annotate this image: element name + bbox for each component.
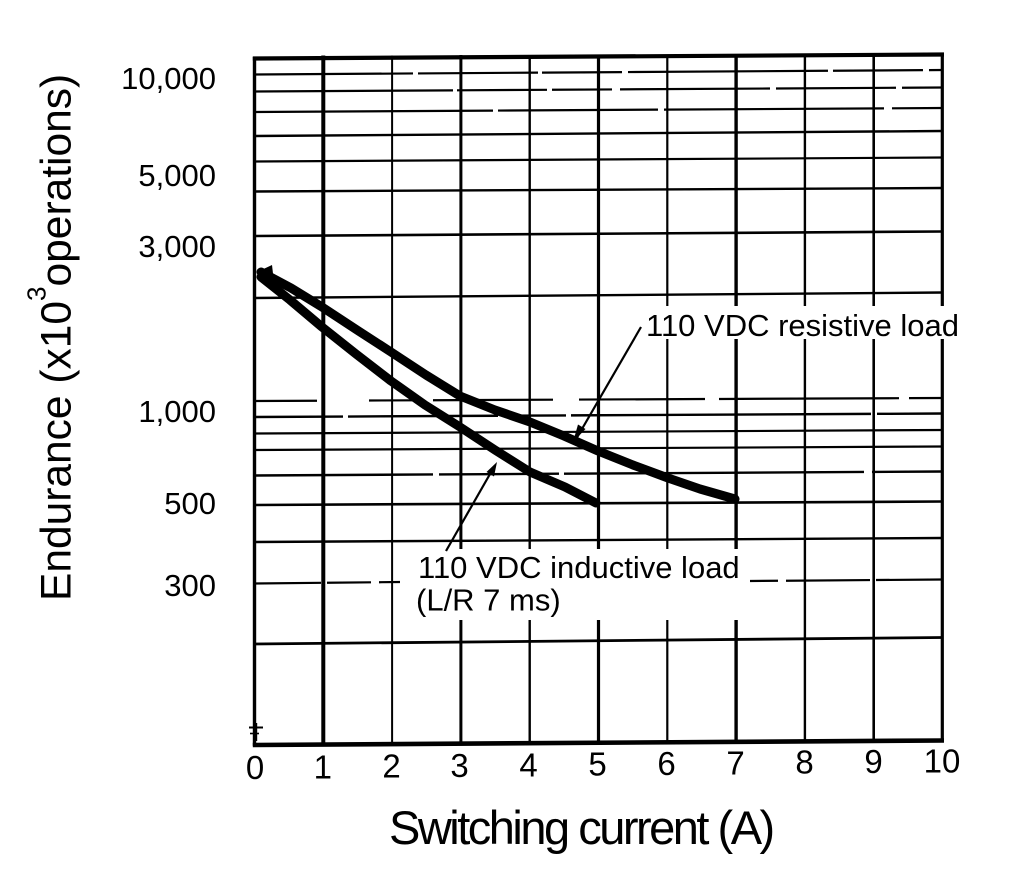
svg-text:0: 0 [246,749,264,786]
svg-text:1,000: 1,000 [138,394,216,429]
svg-text:10: 10 [924,742,961,779]
svg-text:5,000: 5,000 [138,158,216,193]
svg-text:500: 500 [164,486,216,521]
svg-text:300: 300 [164,568,216,603]
svg-text:7: 7 [726,744,744,781]
svg-text:1: 1 [314,748,332,785]
svg-text:3: 3 [450,747,468,784]
svg-text:Switching current (A): Switching current (A) [389,801,773,854]
svg-text:5: 5 [588,746,606,783]
svg-text:4: 4 [519,746,537,783]
svg-text:10,000: 10,000 [121,61,216,96]
svg-text:8: 8 [795,744,813,781]
svg-text:9: 9 [864,743,882,780]
svg-text:2: 2 [382,748,400,785]
svg-text:110 VDC resistive load: 110 VDC resistive load [646,308,959,343]
svg-text:3,000: 3,000 [138,229,216,264]
svg-text:110 VDC inductive load: 110 VDC inductive load [418,550,740,585]
svg-text:(L/R 7 ms): (L/R 7 ms) [416,583,561,618]
svg-text:6: 6 [657,745,675,782]
